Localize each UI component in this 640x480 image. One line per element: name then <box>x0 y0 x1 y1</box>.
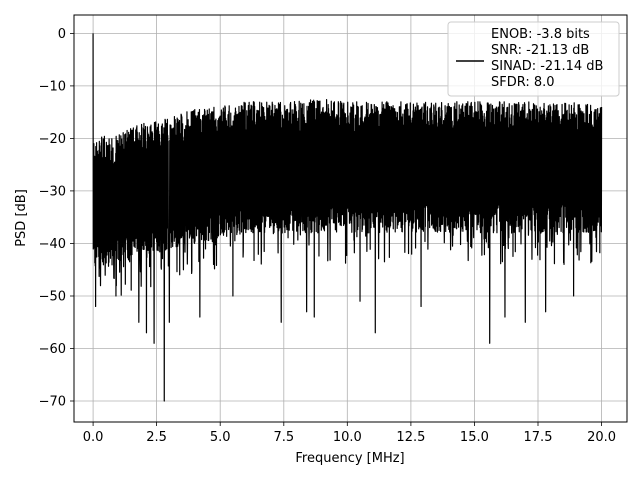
y-tick-label: 0 <box>58 27 66 42</box>
series-layer <box>92 33 603 402</box>
y-tick-label: −40 <box>39 237 66 252</box>
legend-entry-text: SINAD: -21.14 dB <box>491 59 603 74</box>
x-tick-label: 10.0 <box>333 430 362 445</box>
legend-box <box>447 21 620 97</box>
y-tick-label: −20 <box>39 132 66 147</box>
plot-frame <box>73 14 628 423</box>
y-tick-label: −30 <box>39 184 66 199</box>
x-tick-label: 0.0 <box>83 430 104 445</box>
y-axis-label: PSD [dB] <box>14 189 29 247</box>
x-tick-label: 5.0 <box>210 430 231 445</box>
y-tick-label: −70 <box>39 395 66 410</box>
legend-entry-text: ENOB: -3.8 bits <box>491 27 590 42</box>
y-tick-label: −10 <box>39 79 66 94</box>
x-tick-label: 7.5 <box>273 430 294 445</box>
x-tick-label: 12.5 <box>396 430 425 445</box>
x-tick-label: 15.0 <box>460 430 489 445</box>
x-tick-label: 20.0 <box>587 430 616 445</box>
x-axis-label: Frequency [MHz] <box>295 451 404 466</box>
x-tick-label: 17.5 <box>524 430 553 445</box>
legend-entry-text: SFDR: 8.0 <box>491 75 555 90</box>
y-tick-label: −60 <box>39 342 66 357</box>
y-tick-label: −50 <box>39 290 66 305</box>
legend-entry-text: SNR: -21.13 dB <box>491 43 589 58</box>
psd-series-line <box>92 33 603 402</box>
x-tick-label: 2.5 <box>146 430 167 445</box>
ticks: 0.0 2.5 5.0 7.5 10.0 12.5 15.0 17.5 20.0 0 −10 −20 −… <box>39 27 617 445</box>
